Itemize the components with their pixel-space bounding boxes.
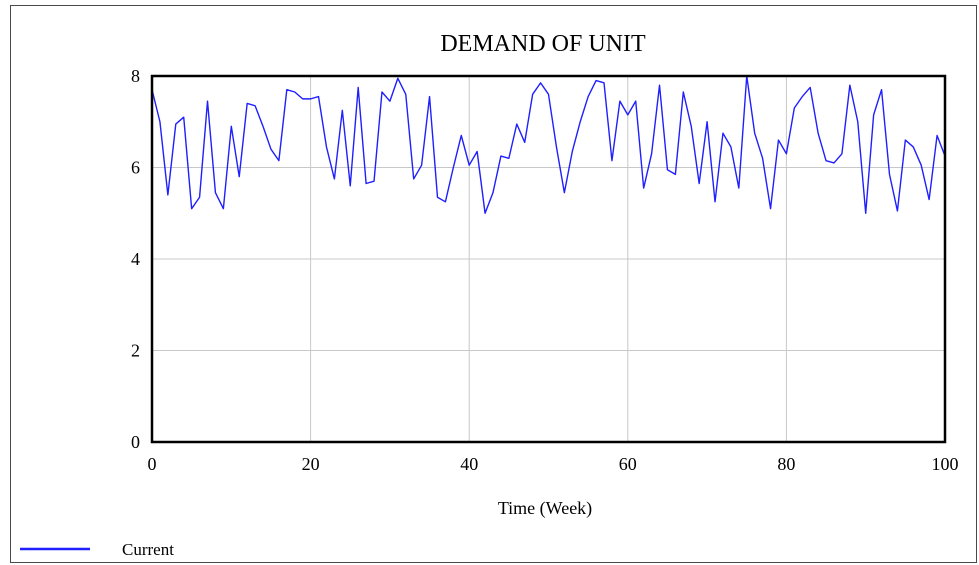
x-tick-label: 80 [777, 454, 795, 474]
x-tick-label: 40 [460, 454, 478, 474]
y-tick-label: 2 [131, 341, 140, 361]
plot-area-border [150, 74, 947, 444]
x-axis-label: Time (Week) [498, 498, 592, 519]
x-tick-label: 100 [932, 454, 959, 474]
y-tick-label: 4 [131, 249, 140, 269]
grid-lines [152, 76, 945, 442]
chart-title: DEMAND OF UNIT [440, 31, 646, 57]
y-tick-label: 0 [131, 432, 140, 452]
series-line-current [151, 75, 946, 214]
y-tick-label: 6 [131, 158, 140, 178]
chart-frame [10, 5, 977, 563]
legend-label: Current [122, 540, 174, 559]
y-tick-label: 8 [131, 66, 140, 86]
x-tick-label: 0 [148, 454, 157, 474]
series-group [151, 75, 946, 214]
x-tick-label: 20 [302, 454, 320, 474]
x-tick-label: 60 [619, 454, 637, 474]
axis-ticks: 0 20 40 60 80 100 0 2 4 6 8 [131, 66, 959, 474]
